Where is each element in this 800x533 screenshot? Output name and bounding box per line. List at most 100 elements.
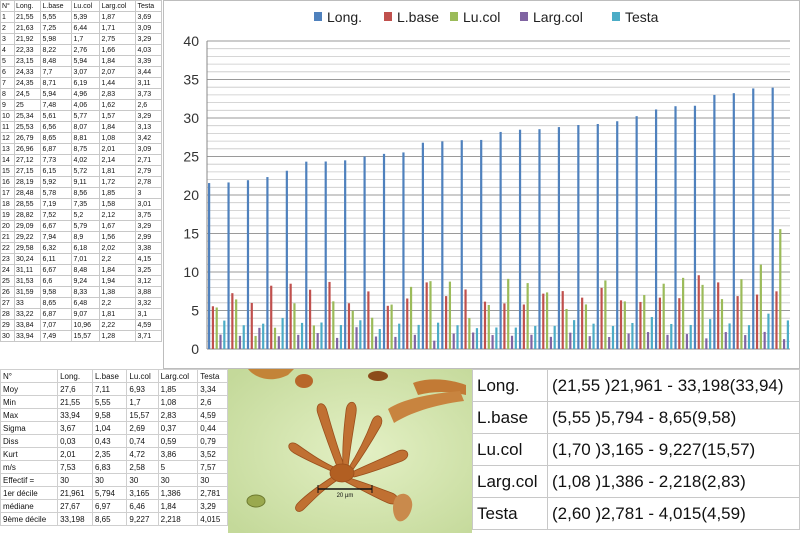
bar-largcol: [608, 336, 611, 349]
statistics-cell: 1er décile: [0, 486, 59, 500]
bar-lucol: [332, 301, 335, 349]
measurements-row: 18 28,55 7,19 7,35 1,58 3,01: [0, 198, 162, 210]
measurements-cell: 21,63: [13, 22, 42, 34]
statistics-cell: 1,08: [157, 395, 199, 409]
bar-testa: [728, 323, 731, 349]
fragment-top-mid: [368, 371, 388, 381]
bar-testa: [242, 325, 245, 349]
measurements-cell: 3,12: [135, 275, 162, 287]
measurements-cell: 6,11: [40, 253, 73, 265]
bar-lbase: [581, 297, 584, 349]
bar-largcol: [297, 334, 300, 349]
statistics-cell: Kurt: [0, 447, 59, 461]
measurements-row: 11 25,53 6,56 8,07 1,84 3,13: [0, 121, 162, 133]
range-label: Long.: [472, 369, 548, 402]
statistics-cell: 2,35: [91, 447, 128, 461]
bar-lucol: [779, 229, 782, 349]
statistics-cell: 0,74: [126, 434, 159, 448]
range-value: (1,08 )1,386 - 2,218(2,83): [547, 465, 800, 498]
bar-long: [285, 170, 288, 349]
measurements-cell: 24,35: [13, 77, 42, 89]
measurements-cell: 5,2: [71, 209, 101, 221]
statistics-cell: 4,72: [126, 447, 159, 461]
measurements-cell: 4,15: [135, 253, 162, 265]
measurements-cell: 21: [0, 231, 15, 243]
bar-largcol: [374, 336, 378, 349]
fragment-top-left: [248, 369, 294, 380]
measurements-cell: 26: [0, 286, 15, 298]
bar-chart: 0 5 10 15 20 25 30 35 40 Long. L.base Lu.col Larg.co…: [163, 0, 800, 369]
bar-testa: [320, 322, 323, 349]
statistics-cell: 0,03: [57, 434, 93, 448]
bar-testa: [631, 322, 634, 349]
measurements-cell: 27,15: [13, 165, 42, 177]
measurements-cell: 1,44: [99, 77, 137, 89]
bar-largcol: [549, 336, 552, 349]
bar-long: [441, 141, 444, 349]
measurements-cell: 26,96: [13, 143, 42, 155]
bar-largcol: [491, 335, 494, 349]
bar-largcol: [433, 340, 436, 349]
measurements-cell: 31,53: [13, 275, 42, 287]
measurements-cell: 25: [0, 275, 15, 287]
y-tick-label: 15: [183, 226, 199, 242]
measurements-row: 15 27,15 6,15 5,72 1,81 2,79: [0, 165, 162, 177]
bar-largcol: [530, 334, 533, 349]
measurements-cell: 3,39: [135, 55, 162, 67]
measurements-cell: 7,49: [40, 330, 73, 342]
measurements-cell: 1,62: [99, 99, 137, 111]
measurements-cell: 2,01: [99, 143, 137, 155]
bar-lbase: [231, 293, 234, 349]
statistics-cell: 9,58: [91, 408, 128, 422]
measurements-row: 10 25,34 5,61 5,77 1,57 3,29: [0, 110, 162, 122]
bar-long: [771, 87, 774, 350]
bar-long: [654, 109, 658, 349]
bar-lbase: [775, 291, 778, 349]
measurements-header-5: Testa: [135, 0, 162, 12]
measurements-cell: 2,12: [99, 209, 137, 221]
measurements-cell: 6,56: [40, 121, 73, 133]
range-label: Testa: [472, 497, 548, 530]
measurements-row: 1 21,55 5,55 5,39 1,87 3,69: [0, 11, 162, 23]
measurements-body: 1 21,55 5,55 5,39 1,87 3,69 2 21,63 7,25 6,44 1,71…: [0, 11, 162, 342]
statistics-cell: 30: [157, 473, 199, 487]
measurements-cell: 7,73: [40, 154, 73, 166]
bar-long: [518, 129, 522, 349]
measurements-header-2: L.base: [40, 0, 73, 12]
measurements-cell: 3,09: [135, 143, 162, 155]
measurements-row: 21 29,22 7,94 8,9 1,56 2,99: [0, 231, 162, 243]
statistics-table: N° Long. L.base Lu.col Larg.col Testa Moy 27,6…: [0, 369, 228, 526]
measurements-cell: 1,81: [99, 308, 137, 320]
bar-testa: [475, 328, 479, 349]
legend-swatch-long: [314, 12, 322, 21]
measurements-cell: 2,71: [135, 154, 162, 166]
statistics-cell: 0,44: [197, 421, 228, 435]
statistics-cell: 4,015: [197, 512, 228, 526]
measurements-cell: 2,07: [99, 66, 137, 78]
bar-testa: [689, 324, 692, 349]
measurements-cell: 9,24: [71, 275, 101, 287]
statistics-row: Diss 0,03 0,43 0,74 0,59 0,79: [0, 434, 228, 448]
bar-long: [246, 180, 250, 349]
measurements-cell: 1,08: [99, 132, 137, 144]
measurements-cell: 3,32: [135, 297, 162, 309]
measurements-cell: 6,48: [71, 297, 101, 309]
measurements-cell: 28,55: [13, 198, 42, 210]
range-row: Testa (2,60 )2,781 - 4,015(4,59): [472, 497, 800, 530]
measurements-row: 20 29,09 6,67 5,79 1,67 3,29: [0, 220, 162, 232]
legend-label-long: Long.: [327, 9, 362, 25]
measurements-cell: 1,81: [99, 165, 137, 177]
bar-lucol: [545, 292, 549, 349]
measurements-cell: 28,19: [13, 176, 42, 188]
statistics-cell: Effectif =: [0, 473, 59, 487]
measurements-cell: 3,75: [135, 209, 162, 221]
measurements-cell: 6,87: [40, 143, 73, 155]
measurements-cell: 8,65: [40, 297, 73, 309]
measurements-cell: 15: [0, 165, 15, 177]
bar-lucol: [273, 327, 277, 349]
bar-lbase: [270, 285, 273, 349]
measurements-cell: 9: [0, 99, 15, 111]
measurements-cell: 3,73: [135, 88, 162, 100]
statistics-cell: 7,53: [57, 460, 93, 474]
measurements-cell: 8,48: [40, 55, 73, 67]
